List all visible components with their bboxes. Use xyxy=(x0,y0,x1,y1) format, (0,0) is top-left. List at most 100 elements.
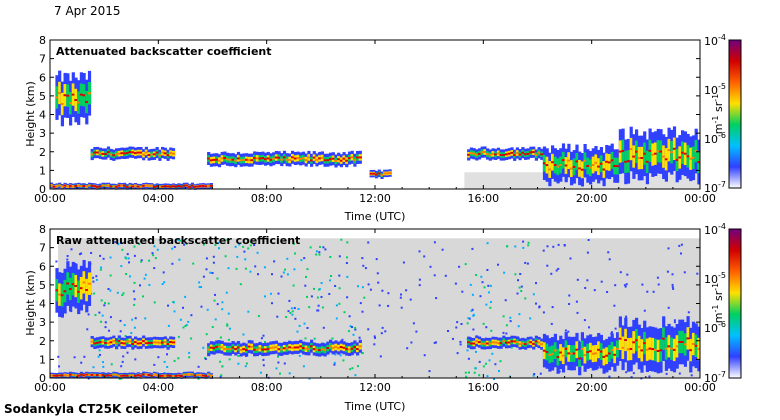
noise-pixel xyxy=(153,245,156,248)
cloud-cell-core xyxy=(142,340,146,343)
cloud-cell-core xyxy=(269,158,273,161)
y-tick-label: 8 xyxy=(39,34,46,47)
noise-pixel xyxy=(171,247,174,250)
cloud-cell-core xyxy=(301,347,306,349)
cloud-cell-core xyxy=(228,348,232,351)
cloud-cell-core xyxy=(662,155,666,158)
noise-pixel xyxy=(221,301,224,304)
cloud-cell-core xyxy=(613,353,617,356)
noise-pixel xyxy=(119,330,122,333)
noise-pixel xyxy=(322,326,325,329)
cloud-cell-core xyxy=(120,374,124,377)
cloud-cell-core xyxy=(169,341,173,343)
cloud-cell-core xyxy=(74,374,78,377)
cloud-cell-core xyxy=(55,96,59,99)
noise-pixel xyxy=(102,365,105,368)
cloud-cell-core xyxy=(599,350,603,353)
noise-pixel xyxy=(472,328,475,331)
cloud-cell-core xyxy=(553,164,557,166)
noise-pixel xyxy=(277,361,280,364)
noise-pixel xyxy=(257,273,259,276)
cloud-cell-core xyxy=(90,340,94,343)
noise-pixel xyxy=(471,308,474,311)
noise-pixel xyxy=(119,319,122,322)
noise-pixel xyxy=(317,304,320,307)
cloud-cell-core xyxy=(50,184,54,187)
noise-pixel xyxy=(260,337,263,340)
noise-pixel xyxy=(506,245,509,248)
noise-pixel xyxy=(300,259,303,262)
noise-pixel xyxy=(503,271,506,274)
colorbar-1-tick-1e-7: 10-7 xyxy=(704,180,726,195)
noise-pixel xyxy=(641,283,644,286)
cloud-cell-core xyxy=(272,346,276,349)
cloud-cell-core xyxy=(60,294,64,297)
noise-pixel xyxy=(99,268,102,271)
noise-pixel xyxy=(216,303,219,306)
cloud-cell-core xyxy=(144,342,148,345)
instrument-label: Sodankyla CT25K ceilometer xyxy=(4,402,198,416)
cloud-cell-core xyxy=(96,374,100,377)
noise-pixel xyxy=(329,256,332,258)
noise-pixel xyxy=(489,306,492,309)
cloud-cell-core xyxy=(166,374,170,377)
noise-pixel xyxy=(517,279,519,282)
noise-pixel xyxy=(358,336,361,339)
cloud-cell-core xyxy=(117,184,121,187)
noise-pixel xyxy=(489,284,492,287)
cloud-cell-core xyxy=(274,346,278,349)
cloud-cell-core xyxy=(496,342,501,345)
noise-pixel xyxy=(107,288,110,290)
cloud-cell-core xyxy=(185,184,189,187)
noise-pixel xyxy=(625,283,628,286)
cloud-cell-core xyxy=(98,374,102,377)
noise-pixel xyxy=(282,271,285,274)
cloud-cell-core xyxy=(282,347,287,350)
noise-pixel xyxy=(144,317,147,320)
noise-pixel xyxy=(509,316,512,319)
cloud-cell-core xyxy=(556,165,560,168)
noise-pixel xyxy=(117,243,120,246)
noise-pixel xyxy=(406,347,409,350)
noise-pixel xyxy=(535,302,537,305)
noise-pixel xyxy=(459,343,462,346)
noise-pixel xyxy=(648,375,651,378)
noise-pixel xyxy=(247,310,250,313)
noise-pixel xyxy=(412,322,415,325)
noise-pixel xyxy=(567,330,570,333)
x-tick-label: 04:00 xyxy=(142,381,174,394)
noise-pixel xyxy=(456,321,459,324)
noise-pixel xyxy=(606,291,609,293)
noise-pixel xyxy=(482,322,485,325)
noise-pixel xyxy=(346,275,349,278)
cloud-cell-core xyxy=(125,340,129,343)
noise-pixel xyxy=(219,336,222,339)
cloud-cell-core xyxy=(196,185,200,188)
noise-pixel xyxy=(345,262,348,264)
noise-pixel xyxy=(99,353,101,356)
cloud-cell-core xyxy=(526,152,530,155)
noise-pixel xyxy=(109,256,112,259)
cloud-cell-core xyxy=(128,340,132,343)
noise-pixel xyxy=(550,272,553,275)
noise-pixel xyxy=(626,273,629,276)
noise-pixel xyxy=(163,360,166,363)
noise-pixel xyxy=(277,292,280,295)
cloud-cell-core xyxy=(131,185,135,188)
noise-pixel xyxy=(680,252,682,255)
cloud-cell-core xyxy=(505,341,509,344)
cloud-cell-core xyxy=(521,342,525,345)
colorbar-1: 10-4 10-5 10-6 10-7 m-1 sr-1 xyxy=(704,33,742,195)
noise-pixel xyxy=(474,367,477,370)
cloud-cell-core xyxy=(69,102,73,105)
noise-pixel xyxy=(652,290,655,293)
cloud-cell-core xyxy=(207,157,211,160)
noise-pixel xyxy=(435,297,438,300)
cloud-cell-core xyxy=(667,345,671,348)
cloud-cell-core xyxy=(144,184,148,187)
cloud-cell-core xyxy=(253,157,257,159)
noise-pixel xyxy=(475,274,478,276)
noise-pixel xyxy=(632,372,635,375)
noise-pixel xyxy=(237,362,240,365)
noise-pixel xyxy=(535,282,537,285)
